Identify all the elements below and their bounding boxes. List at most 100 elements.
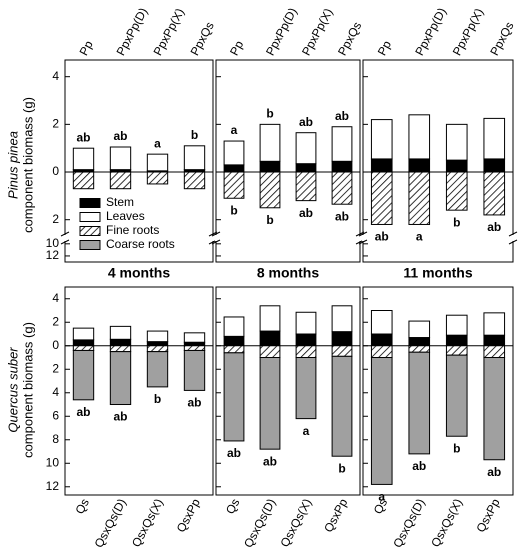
bar-segment [408, 351, 431, 455]
y-axis-species: Quercus suber [5, 347, 20, 433]
bar-segment [109, 345, 132, 353]
category-label: QsxQs(D) [92, 496, 129, 550]
bar-segment [259, 305, 281, 332]
bar-segment [370, 345, 393, 359]
significance-letter: b [266, 213, 273, 227]
significance-letter: b [191, 128, 198, 142]
bar-segment [331, 171, 353, 205]
bar-segment [483, 312, 506, 336]
significance-letter: a [416, 230, 423, 244]
bar-segment [223, 352, 245, 442]
significance-letter: ab [335, 109, 349, 123]
y-tick-label: 0 [52, 164, 59, 178]
axis-break-gap [215, 235, 217, 241]
category-label: Qs [371, 496, 391, 516]
significance-letter: ab [299, 115, 313, 129]
significance-letter: a [231, 123, 238, 137]
axis-break [211, 239, 221, 245]
bar-segment [109, 171, 132, 190]
category-label: QsxQs(X) [277, 496, 314, 549]
y-axis-label: Pinus pinea component biomass (g) [5, 97, 35, 233]
legend-swatch [79, 198, 101, 208]
axis-break [358, 231, 368, 237]
bar-segment [259, 123, 281, 162]
bar-segment [445, 159, 468, 173]
category-label: QsxQs(D) [241, 496, 278, 550]
significance-letter: ab [76, 405, 90, 419]
bar-segment [109, 146, 132, 171]
panel-frame [64, 286, 214, 496]
bar-segment [331, 345, 353, 357]
significance-letter: b [338, 461, 345, 475]
panel-title: 4 months [108, 265, 170, 281]
category-label: PpxPp(D) [263, 5, 300, 58]
panel-frame [362, 59, 514, 263]
y-axis-text: component biomass (g) [20, 97, 35, 233]
legend-label: Stem [106, 195, 134, 209]
bar-segment [408, 320, 431, 339]
y-tick-label: 4 [52, 385, 59, 399]
category-label: QsxPp [321, 496, 350, 535]
category-label: QsxQs(D) [390, 496, 427, 550]
significance-letter: ab [113, 129, 127, 143]
bar-segment [183, 171, 206, 190]
bar-segment [370, 333, 393, 347]
category-label: Qs [72, 496, 92, 516]
bar-segment [445, 354, 468, 437]
category-label: Qs [223, 496, 243, 516]
significance-letter: a [378, 490, 385, 504]
category-label: PpxQs [335, 20, 364, 58]
category-label: PpxQs [487, 20, 516, 58]
bar-segment [146, 171, 169, 185]
legend-label: Coarse roots [106, 237, 175, 251]
category-label: PpxPp(D) [114, 5, 151, 58]
bar-segment [183, 345, 206, 351]
bar-segment [331, 355, 353, 457]
bar-segment [183, 341, 206, 347]
axis-break-gap [64, 235, 66, 241]
y-tick-label: 2 [52, 212, 59, 226]
bar-segment [259, 160, 281, 173]
bar-segment [109, 325, 132, 340]
panel-frame [215, 286, 361, 496]
bar-segment [483, 345, 506, 359]
bar-segment [445, 123, 468, 161]
significance-letter: ab [263, 454, 277, 468]
significance-letter: a [154, 136, 161, 150]
bar-segment [331, 160, 353, 173]
axis-break-gap [212, 235, 214, 241]
bar-segment [408, 337, 431, 347]
significance-letter: ab [487, 465, 501, 479]
y-tick-label: 8 [52, 432, 59, 446]
category-label: Pp [227, 38, 246, 58]
bar-segment [408, 171, 431, 225]
y-axis-text: component biomass (g) [20, 322, 35, 458]
bar-segment [72, 349, 95, 401]
y-tick-label: 6 [52, 408, 59, 422]
category-label: PpxPp(X) [299, 6, 335, 58]
legend-swatch [79, 226, 101, 236]
category-label: PpxPp(X) [151, 6, 187, 58]
significance-letter: b [230, 203, 237, 217]
bar-segment [183, 332, 206, 343]
bar-segment [259, 345, 281, 359]
category-label: QsxQs(X) [129, 496, 166, 549]
bar-segment [259, 171, 281, 209]
bar-segment [72, 345, 95, 351]
bar-segment [146, 341, 169, 347]
axis-break-gap [359, 235, 361, 241]
bar-segment [295, 357, 317, 420]
significance-letter: ab [113, 410, 127, 424]
axis-break [358, 239, 368, 245]
significance-letter: ab [76, 130, 90, 144]
panel-frame [362, 286, 514, 496]
bar-segment [370, 171, 393, 225]
axis-break-gap [512, 235, 514, 241]
bar-segment [259, 357, 281, 450]
bar-segment [295, 163, 317, 173]
category-label: QsxQs(X) [428, 496, 465, 549]
panel-frame [64, 59, 214, 263]
bar-segment [483, 334, 506, 347]
bar-segment [223, 164, 245, 173]
axis-break-gap [362, 235, 364, 241]
